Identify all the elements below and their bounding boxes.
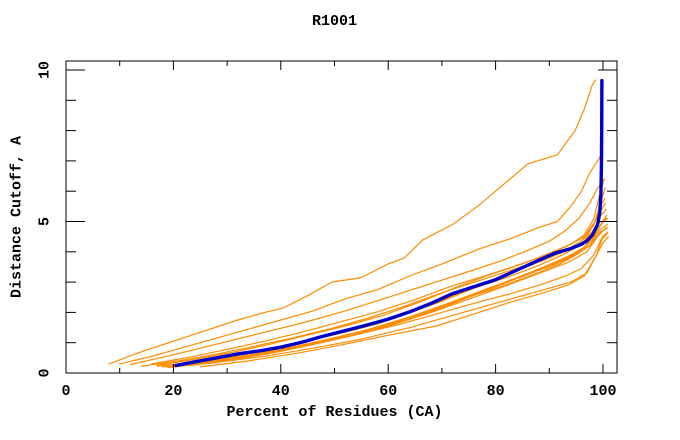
series-orange-bundle-1 bbox=[156, 178, 605, 366]
x-tick-label: 100 bbox=[589, 383, 616, 400]
series-blue-consensus bbox=[174, 78, 604, 368]
series-orange-bundle-9 bbox=[151, 187, 606, 365]
series-orange-outlier-a bbox=[108, 79, 597, 365]
series-orange-bundle-10 bbox=[188, 214, 608, 367]
series-orange-bundle-5 bbox=[183, 217, 609, 366]
x-tick-label: 80 bbox=[487, 383, 505, 400]
x-tick-label: 40 bbox=[272, 383, 290, 400]
series-orange-bundle-8 bbox=[140, 198, 606, 367]
series-orange-low-3 bbox=[156, 231, 609, 367]
x-tick-label: 60 bbox=[379, 383, 397, 400]
y-tick-label: 5 bbox=[37, 217, 54, 226]
series-orange-low-2 bbox=[199, 236, 610, 368]
y-tick-label: 0 bbox=[37, 368, 54, 377]
x-axis-title: Percent of Residues (CA) bbox=[226, 404, 443, 421]
chart-title: R1001 bbox=[311, 13, 357, 30]
x-tick-label: 0 bbox=[61, 383, 70, 400]
series-orange-bundle-4 bbox=[162, 217, 607, 368]
x-tick-label: 20 bbox=[164, 383, 182, 400]
series-orange-outlier-c bbox=[129, 178, 606, 366]
y-tick-label: 10 bbox=[37, 61, 54, 79]
series-orange-bundle-3 bbox=[178, 208, 607, 365]
series-orange-outlier-b bbox=[119, 151, 604, 365]
